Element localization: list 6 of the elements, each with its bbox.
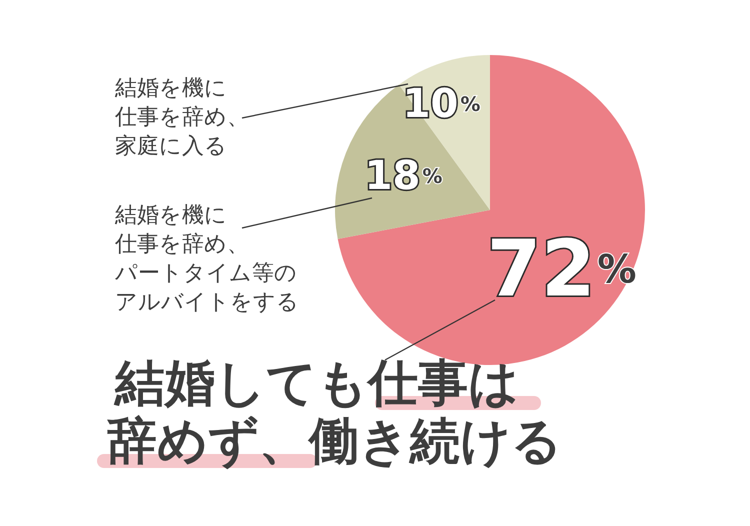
data-label: 72%: [486, 224, 636, 314]
slice-label: 結婚を機に仕事を辞め、家庭に入る: [114, 76, 249, 159]
data-label: 18%: [364, 152, 442, 199]
slice-label: 結婚を機に仕事を辞め、パートタイム等のアルバイトをする: [114, 203, 299, 315]
slice-label: 結婚しても仕事は辞めず、働き続ける: [107, 354, 562, 470]
data-label: 10%: [402, 80, 480, 127]
